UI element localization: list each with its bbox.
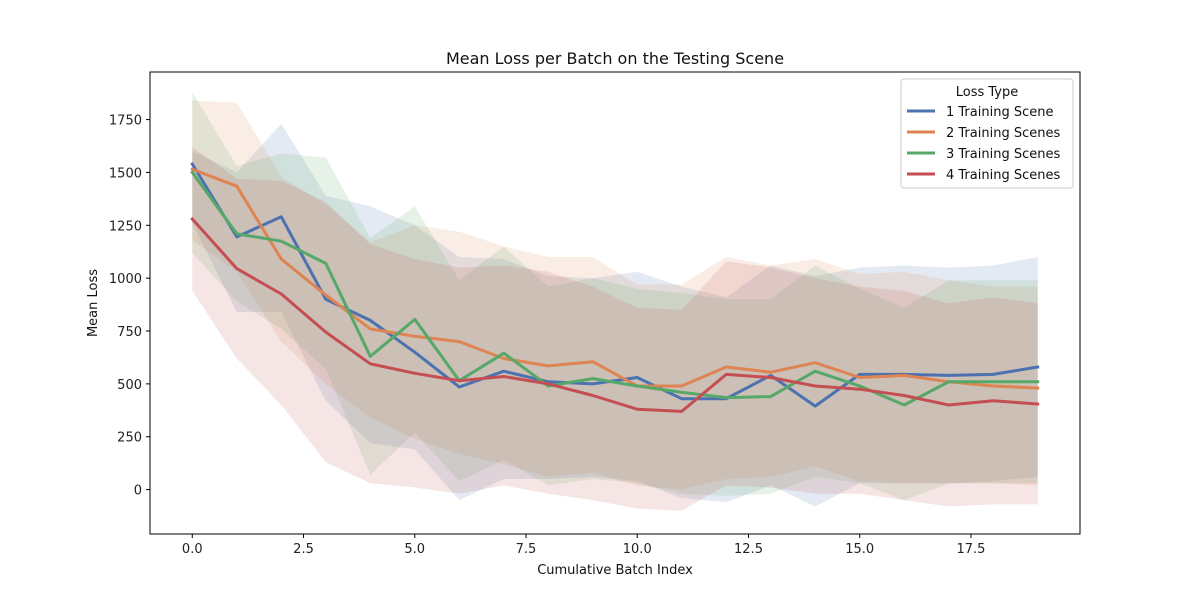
legend-box — [900, 78, 1074, 189]
x-tick-label: 10.0 — [623, 542, 652, 557]
x-tick-label: 12.5 — [734, 542, 763, 557]
line-3-training-scenes — [190, 170, 1040, 407]
y-tick-label: 1250 — [109, 219, 142, 234]
x-tick-label: 2.5 — [293, 542, 314, 557]
y-axis-label: Mean Loss — [86, 269, 101, 337]
x-axis-ticks: 0.0 2.5 5.0 7.5 10.0 12.5 15.0 17.5 — [182, 534, 986, 557]
legend-items: 1 Training Scene 2 Training Scenes 3 Train… — [907, 105, 1060, 183]
y-tick-label: 500 — [117, 378, 142, 393]
legend-title: Loss Type — [956, 85, 1019, 100]
x-axis-label: Cumulative Batch Index — [537, 563, 693, 578]
y-axis-ticks: 0 250 500 750 1000 1250 1500 1750 — [109, 114, 150, 499]
x-tick-label: 7.5 — [516, 542, 537, 557]
y-tick-label: 1500 — [109, 166, 142, 181]
y-tick-label: 250 — [117, 431, 142, 446]
y-tick-label: 750 — [117, 325, 142, 340]
x-tick-label: 15.0 — [845, 542, 874, 557]
legend-label-3-training-scenes: 3 Training Scenes — [946, 147, 1060, 162]
series-lines — [190, 161, 1040, 413]
confidence-bands — [192, 92, 1038, 511]
line-2-training-scenes — [190, 167, 1040, 390]
plot-frame — [149, 71, 1081, 535]
band-2-training-scenes — [192, 100, 1038, 490]
legend-label-1-training-scene: 1 Training Scene — [946, 105, 1053, 120]
legend-label-4-training-scenes: 4 Training Scenes — [946, 168, 1060, 183]
legend: Loss Type 1 Training Scene 2 Training Sce… — [900, 78, 1074, 189]
band-4-training-scenes — [192, 147, 1038, 511]
band-1-training-scene — [192, 123, 1038, 507]
y-tick-label: 1750 — [109, 114, 142, 129]
x-tick-label: 5.0 — [404, 542, 425, 557]
line-4-training-scenes — [190, 216, 1040, 413]
legend-label-2-training-scenes: 2 Training Scenes — [946, 126, 1060, 141]
y-tick-label: 1000 — [109, 272, 142, 287]
x-tick-label: 17.5 — [957, 542, 986, 557]
chart-title: Mean Loss per Batch on the Testing Scene — [446, 49, 784, 68]
x-tick-label: 0.0 — [182, 542, 203, 557]
y-tick-label: 0 — [134, 484, 142, 499]
